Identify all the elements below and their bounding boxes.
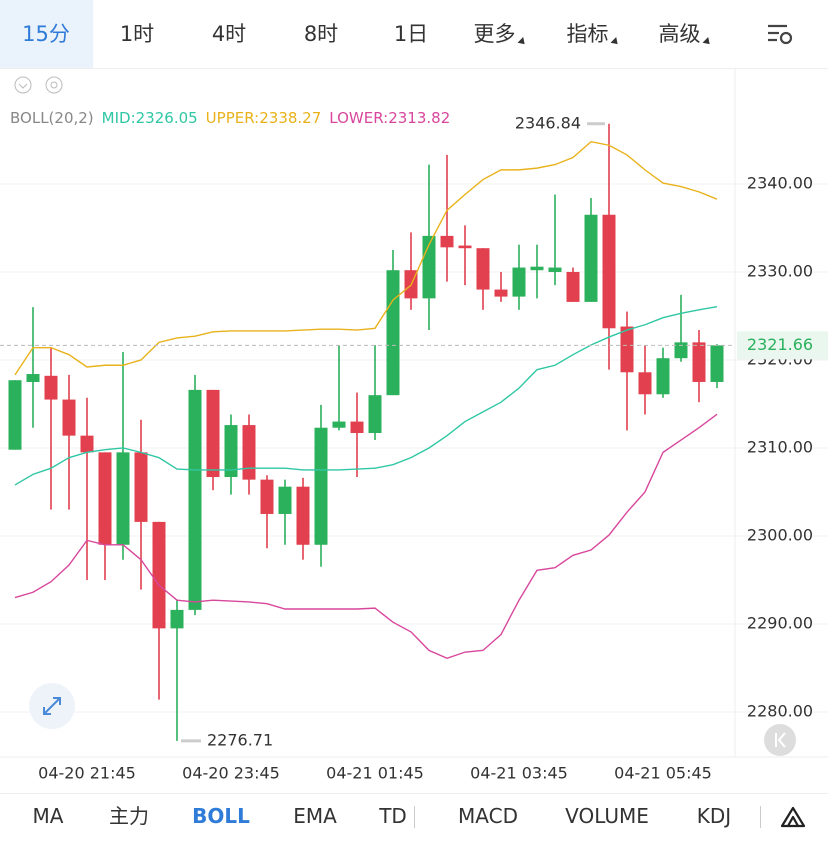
boll-line — [14, 413, 718, 660]
legend-value: 2338.27 — [259, 109, 321, 127]
last-price-label: 2321.66 — [747, 335, 813, 354]
settings-icon[interactable] — [765, 19, 795, 49]
candle-body — [314, 427, 328, 545]
candle-body — [710, 345, 724, 382]
candle-body — [530, 266, 544, 271]
candle-body — [476, 248, 490, 290]
y-tick-label: 2330.00 — [747, 261, 813, 280]
x-tick-label: 04-20 23:45 — [182, 764, 280, 783]
tab[interactable]: 15分 — [0, 0, 93, 68]
drawing-tool-icon[interactable] — [779, 802, 807, 830]
boll-line — [14, 306, 718, 486]
indicator-toolbar: MA 主力 BOLL EMA TD MACD VOLUME KDJ — [0, 793, 828, 841]
candle-body — [674, 342, 688, 359]
tab[interactable]: KDJ — [696, 804, 732, 828]
x-tick-label: 04-21 01:45 — [326, 764, 424, 783]
legend-value: 2326.05 — [136, 109, 198, 127]
y-tick-label: 2300.00 — [747, 525, 813, 544]
candle-body — [224, 425, 238, 478]
candle-body — [584, 214, 598, 302]
candle-body — [152, 521, 166, 629]
scroll-latest-icon — [775, 732, 786, 748]
x-tick-label: 04-21 03:45 — [470, 764, 568, 783]
candle-body — [260, 479, 274, 514]
x-tick-label: 04-20 21:45 — [38, 764, 136, 783]
tab[interactable]: 4时 — [211, 22, 247, 46]
candle-body — [116, 452, 130, 545]
separator — [414, 806, 415, 828]
y-tick-label: 2340.00 — [747, 173, 813, 192]
candle-body — [278, 486, 292, 514]
y-tick-label: 2280.00 — [747, 701, 813, 720]
divider — [0, 68, 828, 69]
separator — [760, 806, 761, 828]
candle-body — [620, 326, 634, 373]
indicator-settings-icon-core — [50, 81, 58, 89]
low-label: 2276.71 — [207, 730, 273, 749]
candle-body — [134, 452, 148, 522]
candle-body — [188, 389, 202, 610]
candle-body — [350, 421, 364, 434]
candle-body — [170, 609, 184, 629]
tab[interactable]: MA — [32, 804, 64, 828]
collapse-icon-arrow — [18, 83, 28, 89]
y-tick-label: 2310.00 — [747, 437, 813, 456]
candle-body — [242, 425, 256, 480]
tab[interactable]: TD — [379, 804, 407, 828]
plot-area: 2280.002290.002300.002310.002320.002330.… — [0, 109, 828, 783]
chart: 2280.002290.002300.002310.002320.002330.… — [0, 68, 828, 783]
candle-body — [8, 380, 22, 450]
candle-body — [98, 452, 112, 545]
candle-body — [692, 342, 706, 382]
legend-name: UPPER: — [206, 109, 260, 127]
last-price-box — [737, 331, 828, 360]
x-tick-label: 04-21 05:45 — [614, 764, 712, 783]
candle-body — [296, 486, 310, 545]
candle-body — [440, 235, 454, 248]
legend-name: MID: — [102, 109, 136, 127]
candle-body — [602, 214, 616, 329]
candle-body — [548, 267, 562, 272]
tab[interactable]: 高级 — [659, 0, 712, 68]
candle-body — [566, 271, 580, 302]
tab[interactable]: EMA — [293, 804, 337, 828]
indicator-legend: BOLL(20,2) MID:2326.05 UPPER:2338.27 LOWER:… — [10, 109, 450, 127]
candle-body — [62, 399, 76, 436]
candle-body — [458, 245, 472, 249]
candle-body — [44, 375, 58, 400]
boll-line — [14, 140, 718, 376]
candle-body — [332, 421, 346, 428]
candle-body — [386, 270, 400, 396]
candle-body — [26, 374, 40, 382]
candle-body — [368, 395, 382, 434]
tab[interactable]: MACD — [458, 804, 518, 828]
tab[interactable]: 8时 — [303, 22, 339, 46]
legend-name: LOWER: — [329, 109, 388, 127]
tab[interactable]: BOLL — [192, 804, 250, 828]
candle-body — [656, 358, 670, 395]
indicator-name: BOLL(20,2) — [10, 109, 94, 127]
y-tick-label: 2290.00 — [747, 613, 813, 632]
tab[interactable]: VOLUME — [565, 804, 649, 828]
tab[interactable]: 指标 — [567, 0, 620, 68]
tab[interactable]: 1日 — [393, 22, 429, 46]
legend-value: 2313.82 — [388, 109, 450, 127]
candle-body — [638, 372, 652, 395]
candle-body — [512, 267, 526, 297]
tab[interactable]: 更多 — [474, 0, 527, 68]
indicator-settings-icon[interactable] — [45, 76, 63, 94]
collapse-icon[interactable] — [14, 76, 32, 94]
candle-body — [206, 389, 220, 478]
tab[interactable]: 主力 — [109, 804, 149, 828]
candle-body — [494, 289, 508, 297]
high-label: 2346.84 — [515, 113, 581, 132]
fullscreen-icon — [43, 697, 61, 715]
timeframe-toolbar: 15分 1时 4时 8时 1日 更多 指标 高级 — [0, 0, 828, 68]
tab[interactable]: 1时 — [119, 22, 155, 46]
candle-body — [80, 435, 94, 453]
